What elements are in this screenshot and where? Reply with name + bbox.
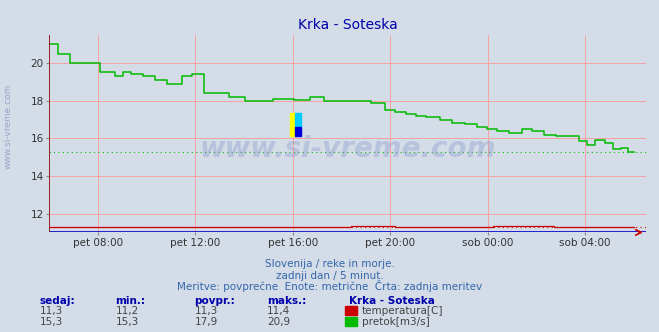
Text: 17,9: 17,9 xyxy=(194,317,217,327)
FancyBboxPatch shape xyxy=(295,113,301,127)
Text: 20,9: 20,9 xyxy=(267,317,290,327)
Text: sedaj:: sedaj: xyxy=(40,296,75,306)
Title: Krka - Soteska: Krka - Soteska xyxy=(298,18,397,32)
Text: 11,3: 11,3 xyxy=(194,306,217,316)
FancyBboxPatch shape xyxy=(295,127,301,136)
Text: Krka - Soteska: Krka - Soteska xyxy=(349,296,435,306)
Text: Slovenija / reke in morje.: Slovenija / reke in morje. xyxy=(264,259,395,269)
Text: 11,3: 11,3 xyxy=(40,306,63,316)
Text: maks.:: maks.: xyxy=(267,296,306,306)
FancyBboxPatch shape xyxy=(290,113,295,136)
Text: www.si-vreme.com: www.si-vreme.com xyxy=(200,135,496,163)
Text: min.:: min.: xyxy=(115,296,146,306)
Text: pretok[m3/s]: pretok[m3/s] xyxy=(362,317,430,327)
Text: 15,3: 15,3 xyxy=(40,317,63,327)
Text: temperatura[C]: temperatura[C] xyxy=(362,306,444,316)
Text: 11,4: 11,4 xyxy=(267,306,290,316)
Text: povpr.:: povpr.: xyxy=(194,296,235,306)
Text: 11,2: 11,2 xyxy=(115,306,138,316)
Text: www.si-vreme.com: www.si-vreme.com xyxy=(3,83,13,169)
Text: Meritve: povprečne  Enote: metrične  Črta: zadnja meritev: Meritve: povprečne Enote: metrične Črta:… xyxy=(177,280,482,291)
Text: zadnji dan / 5 minut.: zadnji dan / 5 minut. xyxy=(275,271,384,281)
Text: 15,3: 15,3 xyxy=(115,317,138,327)
